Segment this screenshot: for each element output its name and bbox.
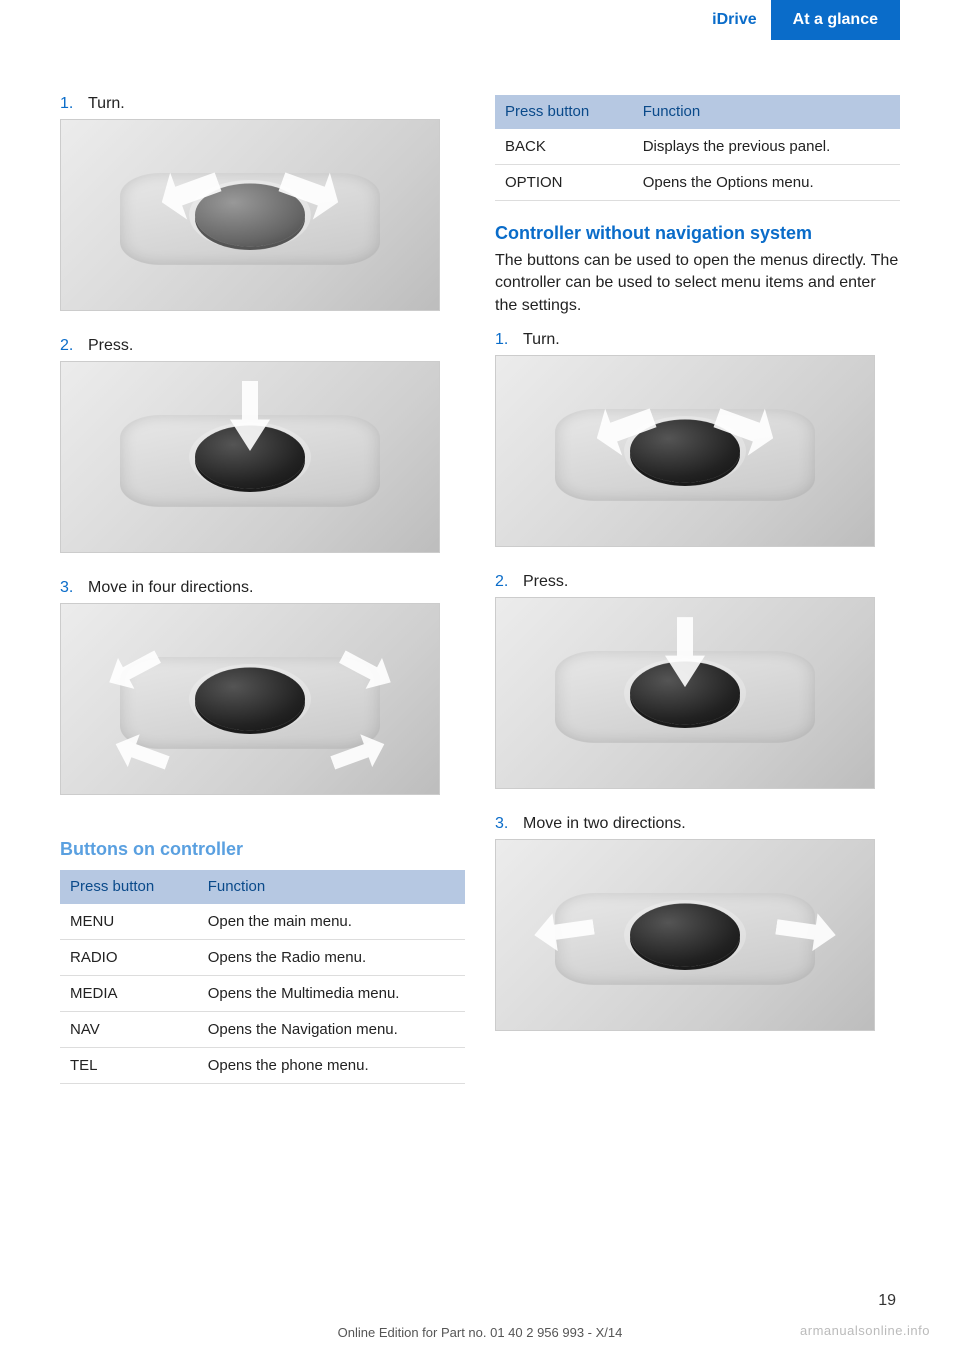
figure-press-no-nav bbox=[495, 597, 875, 789]
table-row: TEL Opens the phone menu. bbox=[60, 1048, 465, 1084]
table-header-function: Function bbox=[633, 95, 900, 129]
section-title-buttons: Buttons on controller bbox=[60, 839, 465, 860]
watermark: armanualsonline.info bbox=[800, 1323, 930, 1338]
step-number: 3. bbox=[495, 815, 515, 833]
table-header-function: Function bbox=[198, 870, 465, 904]
right-step-3: 3. Move in two directions. bbox=[495, 815, 900, 1047]
figure-press-nav bbox=[60, 361, 440, 553]
right-column: Press button Function BACK Displays the … bbox=[495, 95, 900, 1084]
table-cell-button: MENU bbox=[60, 904, 198, 940]
figure-turn-no-nav bbox=[495, 355, 875, 547]
table-cell-function: Opens the Multimedia menu. bbox=[198, 976, 465, 1012]
table-cell-function: Open the main menu. bbox=[198, 904, 465, 940]
content-area: 1. Turn. 2. Press. 3. Move i bbox=[0, 40, 960, 1084]
step-text: Move in two directions. bbox=[523, 815, 686, 833]
table-row: MENU Open the main menu. bbox=[60, 904, 465, 940]
left-step-2: 2. Press. bbox=[60, 337, 465, 569]
step-text: Press. bbox=[523, 573, 568, 591]
step-text: Press. bbox=[88, 337, 133, 355]
table-header-press-button: Press button bbox=[60, 870, 198, 904]
table-row: OPTION Opens the Options menu. bbox=[495, 165, 900, 201]
table-cell-function: Opens the Radio menu. bbox=[198, 940, 465, 976]
body-text: The buttons can be used to open the menu… bbox=[495, 250, 900, 317]
table-cell-button: NAV bbox=[60, 1012, 198, 1048]
table-row: MEDIA Opens the Multimedia menu. bbox=[60, 976, 465, 1012]
sub-title-controller-no-nav: Controller without navigation system bbox=[495, 223, 900, 244]
step-text: Move in four directions. bbox=[88, 579, 253, 597]
left-step-3: 3. Move in four directions. bbox=[60, 579, 465, 811]
step-text: Turn. bbox=[88, 95, 125, 113]
table-cell-function: Opens the Navigation menu. bbox=[198, 1012, 465, 1048]
step-text: Turn. bbox=[523, 331, 560, 349]
buttons-table-2: Press button Function BACK Displays the … bbox=[495, 95, 900, 201]
table-cell-button: TEL bbox=[60, 1048, 198, 1084]
left-step-1: 1. Turn. bbox=[60, 95, 465, 327]
table-row: RADIO Opens the Radio menu. bbox=[60, 940, 465, 976]
step-number: 1. bbox=[495, 331, 515, 349]
table-cell-button: BACK bbox=[495, 129, 633, 165]
figure-turn-nav bbox=[60, 119, 440, 311]
table-cell-function: Opens the Options menu. bbox=[633, 165, 900, 201]
header-tab-at-a-glance: At a glance bbox=[771, 0, 900, 40]
page-header: iDrive At a glance bbox=[0, 0, 960, 40]
figure-move-two-directions bbox=[495, 839, 875, 1031]
figure-move-four-directions bbox=[60, 603, 440, 795]
step-number: 3. bbox=[60, 579, 80, 597]
step-number: 2. bbox=[495, 573, 515, 591]
header-tab-idrive: iDrive bbox=[698, 0, 770, 40]
step-number: 2. bbox=[60, 337, 80, 355]
table-row: NAV Opens the Navigation menu. bbox=[60, 1012, 465, 1048]
page-number: 19 bbox=[878, 1292, 896, 1310]
table-cell-function: Displays the previous panel. bbox=[633, 129, 900, 165]
table-row: BACK Displays the previous panel. bbox=[495, 129, 900, 165]
table-header-press-button: Press button bbox=[495, 95, 633, 129]
table-cell-button: OPTION bbox=[495, 165, 633, 201]
buttons-table-1: Press button Function MENU Open the main… bbox=[60, 870, 465, 1084]
right-step-1: 1. Turn. bbox=[495, 331, 900, 563]
table-cell-button: RADIO bbox=[60, 940, 198, 976]
table-cell-button: MEDIA bbox=[60, 976, 198, 1012]
step-number: 1. bbox=[60, 95, 80, 113]
table-cell-function: Opens the phone menu. bbox=[198, 1048, 465, 1084]
left-column: 1. Turn. 2. Press. 3. Move i bbox=[60, 95, 465, 1084]
right-step-2: 2. Press. bbox=[495, 573, 900, 805]
